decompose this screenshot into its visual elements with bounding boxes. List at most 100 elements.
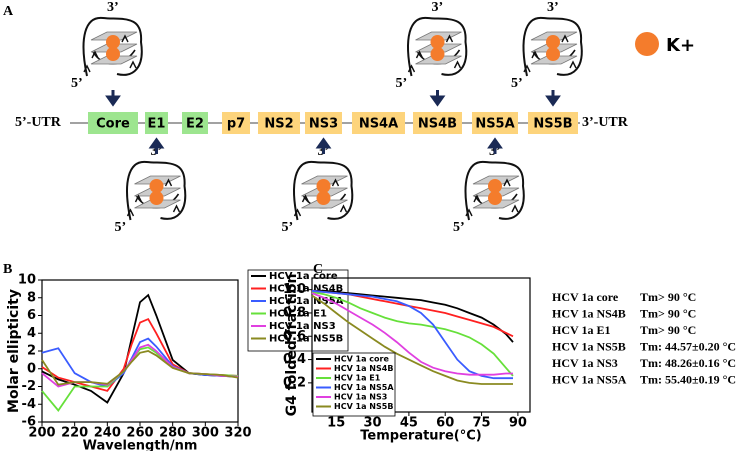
annotation-name: HCV 1a NS5A	[552, 372, 627, 386]
g4-arrow	[164, 178, 173, 187]
panel-label: B	[3, 262, 12, 277]
x-axis-label: Wavelength/nm	[83, 439, 198, 451]
gene-box	[182, 112, 208, 134]
y-tick-label: -6	[22, 415, 36, 430]
annotation-tm: Tm> 90 °C	[640, 306, 696, 320]
y-tick-label: 0.6	[283, 329, 306, 344]
ion	[149, 179, 164, 193]
gene-box	[145, 112, 168, 134]
gene-label: p7	[227, 117, 245, 132]
g4-loop	[82, 16, 143, 77]
x-tick-label: 220	[61, 426, 88, 441]
annotation-tm: Tm> 90 °C	[640, 290, 696, 304]
g4-arrow	[445, 34, 454, 43]
ion	[430, 35, 445, 49]
g4-arrow	[569, 60, 577, 69]
ion	[488, 179, 502, 193]
annotation-name: HCV 1a core	[552, 290, 619, 304]
series-line	[41, 346, 239, 412]
g4-arrow	[331, 178, 340, 187]
x-axis-label: Temperature(°C)	[360, 429, 481, 444]
arrow-up	[487, 137, 503, 154]
g4-arrow	[83, 64, 91, 73]
g4-loop	[407, 16, 468, 77]
arrow-down	[545, 90, 561, 107]
g4-loop	[293, 160, 354, 221]
g4-arrow	[465, 208, 473, 217]
gene-label: NS5B	[533, 117, 572, 132]
arrow-down	[429, 90, 446, 107]
x-tick-label: 45	[400, 416, 418, 431]
series-line	[311, 291, 514, 377]
g4-arrow	[473, 194, 481, 203]
ion-label: K+	[666, 35, 695, 56]
y-tick-label: -2	[22, 379, 36, 394]
legend-label: HCV 1a NS5A	[334, 383, 394, 392]
end-label: 5’	[282, 220, 294, 235]
legend-label: HCV 1a core	[334, 355, 389, 364]
utr-label: 5’-UTR	[15, 115, 62, 130]
y-tick-label: 0.2	[283, 375, 306, 390]
g4-arrow	[126, 208, 135, 217]
ion	[316, 191, 331, 205]
g4-arrow	[415, 50, 424, 59]
gene-box	[528, 112, 578, 134]
legend-label: HCV 1a NS4B	[269, 284, 343, 295]
g4-icon	[126, 160, 187, 221]
annotation-tm: Tm: 44.57±0.20 °C	[640, 339, 736, 353]
series-line	[41, 350, 239, 386]
utr-label: 3’-UTR	[582, 115, 629, 130]
legend-label: HCV 1a core	[269, 271, 338, 282]
ion	[488, 191, 502, 205]
ion	[149, 191, 164, 205]
g4-arrow	[129, 60, 137, 69]
ion	[430, 47, 445, 61]
g4-arrow	[91, 50, 99, 59]
g4-arrow	[523, 64, 531, 73]
g4-loop	[126, 160, 187, 221]
panel-label: C	[313, 262, 323, 277]
x-tick-label: 60	[436, 416, 454, 431]
x-tick-label: 75	[473, 416, 491, 431]
series-line	[41, 337, 239, 388]
series-line	[41, 343, 239, 388]
ion	[546, 35, 560, 49]
end-label: 3’	[547, 0, 559, 15]
g4-icon	[293, 160, 354, 221]
y-tick-label: 10	[18, 273, 36, 288]
g4-loop	[522, 16, 583, 77]
ion-legend	[635, 32, 659, 56]
x-tick-label: 300	[192, 426, 219, 441]
x-tick-label: 320	[224, 426, 251, 441]
annotation-tm: Tm> 90 °C	[640, 323, 696, 337]
annotation-name: HCV 1a NS5B	[552, 339, 626, 353]
ion	[106, 35, 120, 49]
series-line	[311, 294, 513, 385]
arrow-down	[105, 90, 121, 107]
series-line	[311, 292, 513, 376]
y-tick-label: 6	[27, 308, 36, 323]
g4-arrow	[503, 178, 511, 187]
legend-label: HCV 1a NS5A	[269, 296, 344, 307]
x-tick-label: 280	[159, 426, 186, 441]
gene-box	[88, 112, 138, 134]
y-axis-label: Molar ellipticity	[6, 289, 22, 413]
annotation-name: HCV 1a NS4B	[552, 306, 626, 320]
legend-label: HCV 1a NS5B	[269, 334, 343, 345]
g4-arrow	[531, 50, 539, 59]
gene-label: E2	[186, 117, 204, 132]
g4-arrow	[293, 208, 302, 217]
x-tick-label: 260	[126, 426, 153, 441]
gene-box	[413, 112, 462, 134]
g4-arrow	[561, 34, 569, 43]
g4-icon	[464, 160, 525, 221]
y-tick-label: 0.8	[283, 305, 306, 320]
y-axis-label: G4 folded fraction	[284, 274, 300, 417]
g4-arrow	[453, 60, 462, 69]
ion	[106, 47, 120, 61]
y-tick-label: 8	[27, 290, 36, 305]
g4-arrow	[134, 194, 143, 203]
g4-arrow	[407, 64, 416, 73]
y-tick-label: 0	[27, 361, 36, 376]
